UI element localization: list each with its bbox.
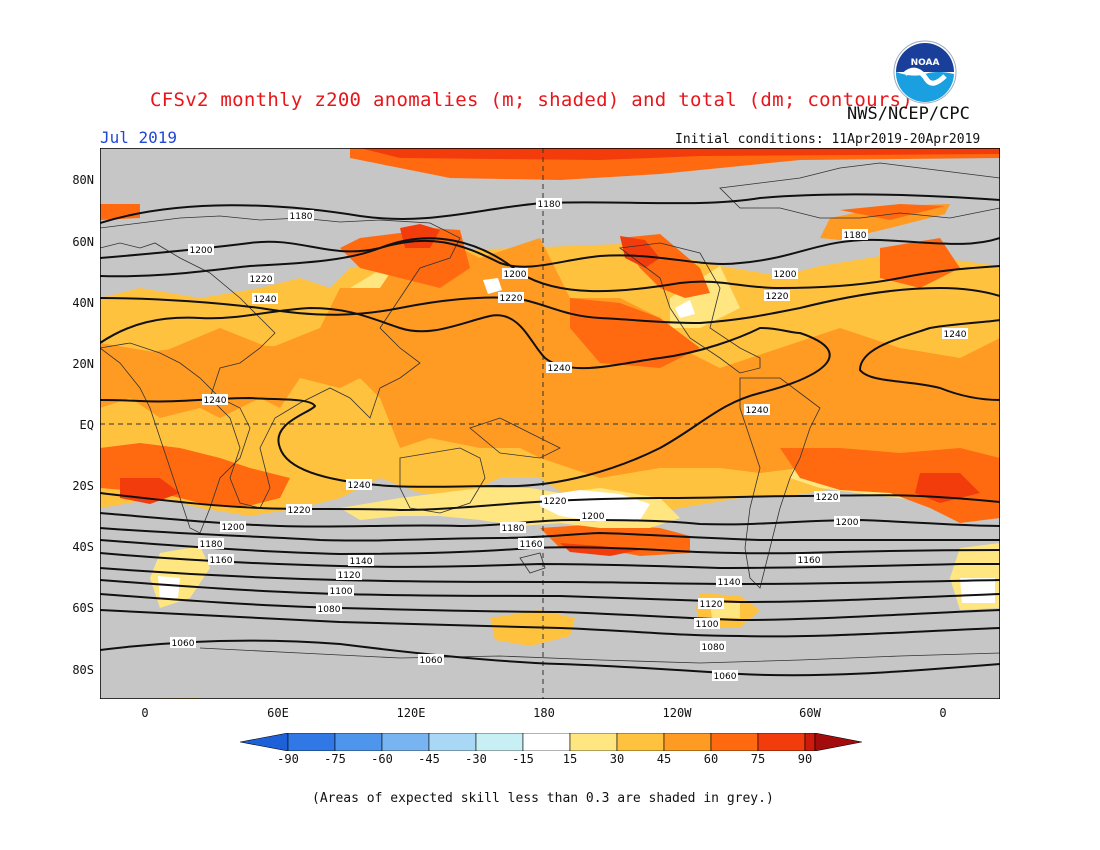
- colorbar-label: 30: [609, 752, 625, 766]
- colorbar-label: 15: [562, 752, 578, 766]
- lat-label: EQ: [79, 418, 94, 432]
- svg-text:1180: 1180: [200, 540, 223, 550]
- footnote: (Areas of expected skill less than 0.3 a…: [312, 791, 774, 806]
- colorbar-bin: [287, 733, 336, 751]
- svg-text:1200: 1200: [504, 270, 527, 280]
- svg-text:1180: 1180: [538, 200, 561, 210]
- colorbar-label: 60: [703, 752, 719, 766]
- svg-text:1120: 1120: [338, 571, 361, 581]
- colorbar-bin: [381, 733, 430, 751]
- colorbar-bin: [710, 733, 759, 751]
- colorbar-high-arrow: [814, 733, 862, 751]
- lat-label: 80N: [72, 173, 94, 187]
- svg-text:1220: 1220: [544, 497, 567, 507]
- lat-label: 60S: [72, 601, 94, 615]
- colorbar-bin: [569, 733, 618, 751]
- colorbar-bin: [663, 733, 712, 751]
- svg-text:1200: 1200: [774, 270, 797, 280]
- svg-text:1200: 1200: [582, 512, 605, 522]
- svg-text:1160: 1160: [798, 556, 821, 566]
- svg-text:1140: 1140: [350, 557, 373, 567]
- svg-text:1180: 1180: [290, 212, 313, 222]
- svg-text:1220: 1220: [500, 294, 523, 304]
- svg-text:1200: 1200: [190, 246, 213, 256]
- colorbar-label: 90: [797, 752, 813, 766]
- svg-text:1220: 1220: [766, 292, 789, 302]
- svg-text:1080: 1080: [702, 643, 725, 653]
- colorbar-label: -30: [465, 752, 487, 766]
- svg-text:1240: 1240: [944, 330, 967, 340]
- svg-text:1180: 1180: [844, 231, 867, 241]
- lat-label: 40N: [72, 296, 94, 310]
- svg-text:1060: 1060: [420, 656, 443, 666]
- anomaly-map: 1180 1180 1180 1200 1200 1200 1220 1220 …: [100, 148, 1000, 699]
- svg-text:1240: 1240: [548, 364, 571, 374]
- svg-text:1220: 1220: [250, 275, 273, 285]
- orange-core: [100, 238, 1000, 518]
- svg-text:1200: 1200: [836, 518, 859, 528]
- svg-text:1160: 1160: [210, 556, 233, 566]
- svg-text:1220: 1220: [816, 493, 839, 503]
- colorbar-low-arrow: [240, 733, 289, 751]
- lon-label: 60E: [267, 706, 289, 720]
- colorbar: [240, 733, 862, 751]
- colorbar-label: -45: [418, 752, 440, 766]
- lon-label: 120E: [396, 706, 426, 720]
- colorbar-bin: [757, 733, 806, 751]
- colorbar-label: -60: [371, 752, 393, 766]
- colorbar-label: -15: [512, 752, 534, 766]
- initial-conditions: Initial conditions: 11Apr2019-20Apr2019: [675, 132, 981, 147]
- contour-labels: 1180 1180 1180 1200 1200 1200 1220 1220 …: [170, 198, 968, 682]
- svg-text:1060: 1060: [714, 672, 737, 682]
- lat-label: 80S: [72, 663, 94, 677]
- colorbar-label: 45: [656, 752, 672, 766]
- svg-text:1120: 1120: [700, 600, 723, 610]
- svg-text:1200: 1200: [222, 523, 245, 533]
- svg-text:1100: 1100: [696, 620, 719, 630]
- lon-label: 0: [939, 706, 947, 720]
- svg-text:NOAA: NOAA: [911, 58, 940, 68]
- lon-label: 120W: [662, 706, 692, 720]
- svg-text:1240: 1240: [746, 406, 769, 416]
- svg-text:1160: 1160: [520, 540, 543, 550]
- colorbar-label: 75: [750, 752, 766, 766]
- coastlines: [100, 162, 1000, 664]
- svg-text:1060: 1060: [172, 639, 195, 649]
- n-pacific-anomaly: [340, 228, 470, 288]
- colorbar-bin: [334, 733, 383, 751]
- colorbar-bin: [804, 733, 816, 751]
- colorbar-bin: [428, 733, 477, 751]
- colorbar-label: -75: [324, 752, 346, 766]
- svg-text:1240: 1240: [348, 481, 371, 491]
- noaa-logo: NOAA: [893, 40, 957, 104]
- svg-text:1240: 1240: [254, 295, 277, 305]
- colorbar-label: -90: [277, 752, 299, 766]
- colorbar-bin: [475, 733, 524, 751]
- lon-label: 0: [141, 706, 149, 720]
- colorbar-bin: [616, 733, 665, 751]
- forecast-month: Jul 2019: [100, 128, 178, 147]
- svg-text:1140: 1140: [718, 578, 741, 588]
- svg-text:1220: 1220: [288, 506, 311, 516]
- lon-label: 60W: [799, 706, 821, 720]
- map-title: CFSv2 monthly z200 anomalies (m; shaded)…: [150, 89, 914, 111]
- colorbar-bin: [522, 733, 571, 751]
- lat-label: 20N: [72, 357, 94, 371]
- lon-label: 180: [533, 706, 555, 720]
- svg-text:1080: 1080: [318, 605, 341, 615]
- lat-label: 60N: [72, 235, 94, 249]
- lat-label: 40S: [72, 540, 94, 554]
- svg-text:1240: 1240: [204, 396, 227, 406]
- agency-label: NWS/NCEP/CPC: [847, 104, 970, 124]
- svg-text:1180: 1180: [502, 524, 525, 534]
- lat-label: 20S: [72, 479, 94, 493]
- svg-text:1100: 1100: [330, 587, 353, 597]
